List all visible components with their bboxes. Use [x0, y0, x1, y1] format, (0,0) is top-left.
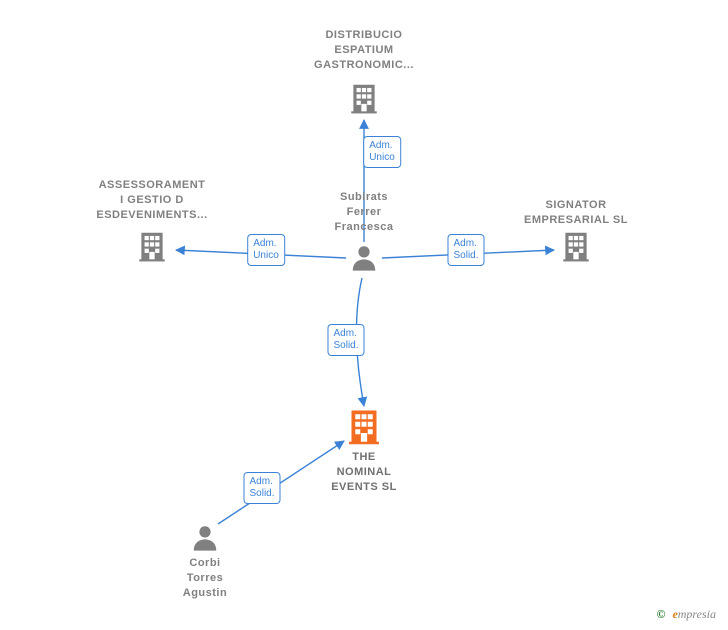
node-label-subirats: Subirats Ferrer Francesca	[335, 190, 394, 235]
node-label-signator: SIGNATOR EMPRESARIAL SL	[524, 198, 628, 228]
brand-rest: mpresia	[678, 607, 716, 621]
edge-badge: Adm. Unico	[363, 136, 401, 168]
edge-badge: Adm. Solid.	[447, 234, 484, 266]
edge-badge: Adm. Solid.	[327, 324, 364, 356]
node-label-distribucio: DISTRIBUCIO ESPATIUM GASTRONOMIC...	[314, 28, 414, 73]
node-label-nominal: THE NOMINAL EVENTS SL	[331, 450, 397, 495]
building-icon	[347, 81, 381, 120]
copyright-symbol: ©	[656, 607, 665, 621]
watermark: © empresia	[656, 607, 716, 622]
building-icon	[559, 229, 593, 268]
person-icon	[190, 523, 220, 558]
person-icon	[349, 243, 379, 278]
node-label-corbi: Corbi Torres Agustin	[183, 556, 227, 601]
edge-badge: Adm. Unico	[247, 234, 285, 266]
building-icon	[135, 229, 169, 268]
building-highlight-icon	[344, 406, 384, 451]
edge-badge: Adm. Solid.	[243, 472, 280, 504]
diagram-canvas: DISTRIBUCIO ESPATIUM GASTRONOMIC... ASSE…	[0, 0, 728, 630]
node-label-assessorament: ASSESSORAMENT I GESTIO D ESDEVENIMENTS..…	[96, 178, 207, 223]
